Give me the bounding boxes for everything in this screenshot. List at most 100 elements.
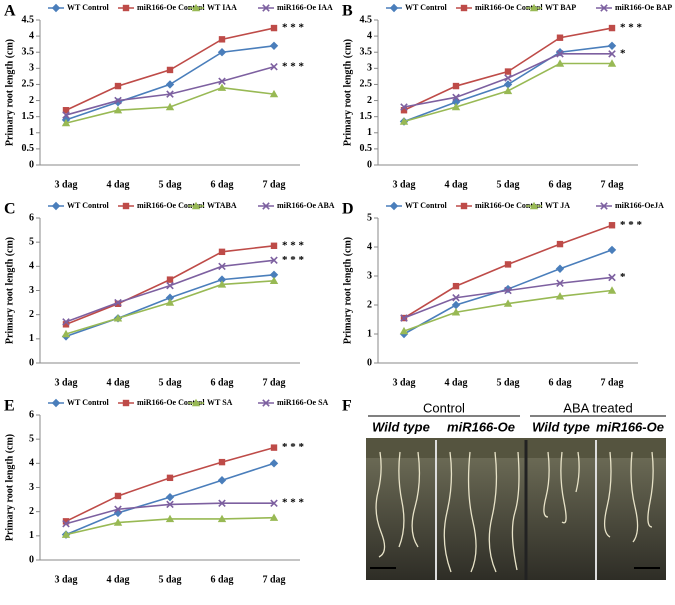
y-tick-label: 1 xyxy=(367,127,372,138)
y-axis-label: Primary root length (cm) xyxy=(342,237,353,344)
marker xyxy=(165,298,175,306)
marker xyxy=(166,90,174,98)
group-title: Control xyxy=(423,400,465,415)
marker xyxy=(607,286,617,294)
legend-label: WTABA xyxy=(207,201,237,210)
marker xyxy=(166,500,174,509)
marker xyxy=(389,201,399,211)
marker xyxy=(113,106,123,114)
y-tick-label: 2 xyxy=(29,309,34,320)
marker xyxy=(191,3,201,12)
marker xyxy=(608,273,616,282)
marker xyxy=(555,59,565,67)
legend-label: WT SA xyxy=(207,398,233,407)
marker xyxy=(460,202,468,210)
legend-label: WT Control xyxy=(405,3,447,12)
legend-label: miR166-Oe IAA xyxy=(277,3,333,12)
marker xyxy=(262,4,270,12)
y-tick-label: 3 xyxy=(367,270,372,281)
x-tick-label: 3 dag xyxy=(392,179,415,190)
y-tick-label: 1 xyxy=(367,328,372,339)
marker xyxy=(400,107,408,114)
y-tick-label: 2.5 xyxy=(360,79,373,90)
marker xyxy=(269,89,279,98)
marker xyxy=(608,50,616,58)
panel-letter: F xyxy=(342,398,352,415)
marker xyxy=(62,107,70,114)
marker xyxy=(218,36,226,43)
marker xyxy=(218,248,226,256)
marker xyxy=(400,314,408,322)
marker xyxy=(165,514,175,523)
y-tick-label: 0 xyxy=(29,159,34,170)
marker xyxy=(61,118,71,127)
legend-label: WT Control xyxy=(67,398,109,407)
y-tick-label: 1.5 xyxy=(360,111,373,122)
marker xyxy=(218,499,226,507)
marker xyxy=(165,102,175,111)
x-tick-label: 3 dag xyxy=(54,377,77,388)
marker xyxy=(113,314,123,322)
x-tick-label: 4 dag xyxy=(106,377,129,388)
marker xyxy=(504,261,512,268)
photo xyxy=(366,456,666,580)
marker xyxy=(113,518,123,526)
legend-label: miR166-Oe Control xyxy=(475,201,543,210)
photo-panel: F Control ABA treated Wild type miR166-O… xyxy=(342,398,666,580)
legend-label: miR166-OeJA xyxy=(615,201,664,210)
marker xyxy=(165,293,175,302)
marker xyxy=(269,276,279,285)
marker xyxy=(504,74,512,82)
genotype-label: miR166-Oe xyxy=(447,419,515,434)
marker xyxy=(556,34,564,41)
marker xyxy=(600,4,608,12)
marker xyxy=(556,50,564,58)
marker xyxy=(503,299,513,307)
marker xyxy=(114,298,122,307)
marker xyxy=(114,492,122,500)
marker xyxy=(608,222,616,229)
marker xyxy=(451,102,461,111)
marker xyxy=(269,41,279,50)
legend-label: miR166-Oe ABA xyxy=(277,201,335,210)
marker xyxy=(269,459,279,468)
legend-label: WT BAP xyxy=(545,3,576,12)
panel-letter: B xyxy=(342,3,353,20)
y-tick-label: 4 xyxy=(29,458,34,469)
x-tick-label: 5 dag xyxy=(496,179,519,190)
marker xyxy=(503,86,513,95)
y-tick-label: 4 xyxy=(367,241,372,252)
x-tick-label: 5 dag xyxy=(158,179,181,190)
marker xyxy=(217,280,227,288)
y-tick-label: 4.5 xyxy=(360,14,373,25)
legend-label: miR166-Oe Control xyxy=(137,201,205,210)
marker xyxy=(460,4,468,12)
y-tick-label: 0.5 xyxy=(22,143,35,154)
genotype-label: Wild type xyxy=(372,419,430,434)
marker xyxy=(114,96,122,105)
legend-label: miR166-Oe SA xyxy=(277,398,329,407)
x-tick-label: 7 dag xyxy=(262,377,285,388)
marker xyxy=(452,282,460,290)
panel-letter: D xyxy=(342,201,354,218)
marker xyxy=(218,77,226,85)
marker xyxy=(114,300,122,307)
x-tick-label: 6 dag xyxy=(210,574,233,585)
x-tick-label: 4 dag xyxy=(444,377,467,388)
marker xyxy=(270,444,278,451)
significance: * * * xyxy=(282,497,305,509)
marker xyxy=(452,93,460,102)
series-line xyxy=(403,289,613,332)
legend-label: miR166-Oe Control xyxy=(137,398,205,407)
y-axis-label: Primary root length (cm) xyxy=(342,39,353,146)
significance: * xyxy=(620,47,626,59)
x-tick-label: 5 dag xyxy=(158,574,181,585)
legend-label: WT Control xyxy=(405,201,447,210)
x-tick-label: 3 dag xyxy=(392,377,415,388)
legend-label: miR166-Oe Control xyxy=(137,3,205,12)
marker xyxy=(218,262,226,271)
marker xyxy=(62,318,70,326)
legend-label: miR166-Oe BAP xyxy=(615,3,672,12)
x-tick-label: 6 dag xyxy=(548,377,571,388)
marker xyxy=(51,398,61,408)
